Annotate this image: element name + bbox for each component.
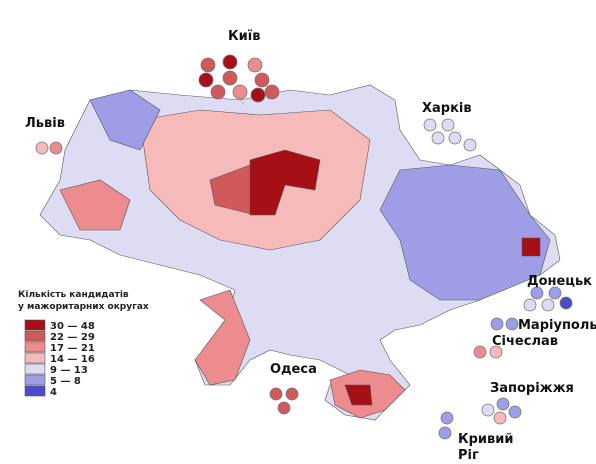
marker (438, 426, 452, 440)
city-label: Київ (228, 29, 260, 44)
city-label: Кривий (458, 432, 514, 447)
region (379, 164, 551, 301)
country (39, 84, 561, 421)
legend-swatch (24, 352, 46, 364)
marker (210, 84, 226, 100)
legend-label: 14 — 16 (50, 354, 95, 365)
region (344, 384, 373, 406)
legend-label: 9 — 13 (50, 365, 88, 376)
marker (222, 54, 238, 70)
marker (285, 387, 299, 401)
marker (269, 387, 283, 401)
marker (232, 84, 248, 100)
legend-swatch (24, 385, 46, 397)
region (249, 149, 321, 216)
legend-swatch (24, 341, 46, 353)
marker (200, 57, 216, 73)
legend-title: Кількість кандидатів (18, 289, 129, 300)
marker (505, 317, 519, 331)
marker (423, 118, 437, 132)
region (521, 237, 541, 257)
legend-label: 5 — 8 (50, 376, 81, 387)
marker (198, 72, 214, 88)
legend-swatch (24, 319, 46, 331)
marker (448, 131, 462, 145)
marker (489, 345, 503, 359)
city-label: Запоріжжя (490, 381, 574, 396)
marker (496, 397, 510, 411)
marker (254, 72, 270, 88)
city-label: Одеса (270, 362, 317, 377)
marker (530, 286, 544, 300)
marker (264, 84, 280, 100)
legend-title: у мажоритарних округах (18, 302, 149, 312)
marker (463, 138, 477, 152)
legend-label: 17 — 21 (50, 343, 95, 354)
marker (559, 296, 573, 310)
city-label: Харків (422, 101, 472, 116)
legend-label: 4 (50, 387, 57, 398)
marker (440, 411, 454, 425)
region (59, 179, 131, 231)
legend-label: 30 — 48 (50, 321, 95, 332)
marker (35, 141, 49, 155)
marker (481, 403, 495, 417)
region (194, 289, 251, 386)
marker (431, 131, 445, 145)
marker (49, 141, 63, 155)
city-label: Маріуполь (518, 318, 596, 333)
legend-swatch (24, 330, 46, 342)
marker (541, 298, 555, 312)
city-label: Донецьк (527, 274, 592, 289)
marker (250, 87, 266, 103)
city-markers (35, 54, 573, 440)
marker (247, 57, 263, 73)
legend: Кількість кандидатів у мажоритарних окру… (18, 289, 149, 398)
marker (441, 118, 455, 132)
city-label: Січеслав (492, 334, 558, 349)
city-labels: Київ Львів Харків Донецьк Маріуполь Січе… (25, 29, 596, 463)
marker (473, 345, 487, 359)
city-label: Львів (25, 116, 65, 131)
marker (222, 70, 238, 86)
legend-label: 22 — 29 (50, 332, 95, 343)
legend-swatch (24, 374, 46, 386)
marker (548, 286, 562, 300)
marker (523, 298, 537, 312)
marker (493, 411, 507, 425)
marker (277, 401, 291, 415)
region (89, 89, 161, 151)
city-label: Ріг (458, 448, 479, 463)
legend-swatch (24, 363, 46, 375)
marker (490, 317, 504, 331)
marker (508, 405, 522, 419)
